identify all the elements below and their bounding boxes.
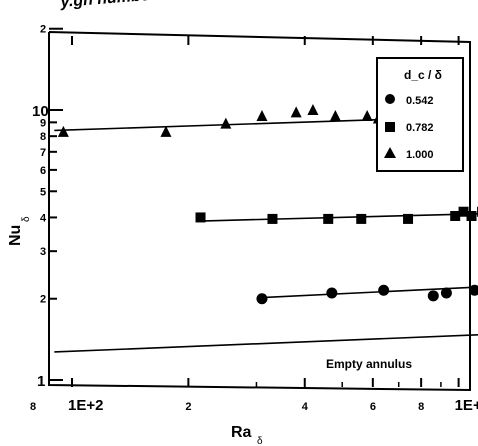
legend-entry-0782: 0.782 xyxy=(406,122,434,134)
data-point-triangle xyxy=(57,125,69,137)
y-tick-label: 3 xyxy=(40,246,46,258)
legend-entry-0542: 0.542 xyxy=(406,95,434,107)
data-point-square xyxy=(323,213,334,224)
legend-marker-square xyxy=(385,122,395,132)
x-tick-label: 8 xyxy=(30,401,36,413)
data-point-triangle xyxy=(160,125,172,137)
y-tick-label: 5 xyxy=(40,186,46,198)
data-point-circle xyxy=(256,293,268,305)
y-tick-label: 8 xyxy=(40,131,46,143)
y-tick-label: 6 xyxy=(40,165,46,177)
x-tick-label: 4 xyxy=(302,401,309,413)
data-point-square xyxy=(466,210,477,221)
y-tick-label: 4 xyxy=(40,212,47,224)
data-point-triangle xyxy=(290,106,302,118)
data-point-triangle xyxy=(329,110,341,122)
data-point-square xyxy=(267,213,278,224)
y-tick-label: 2 xyxy=(40,294,46,306)
data-point-circle xyxy=(378,284,390,296)
data-point-triangle xyxy=(307,104,319,115)
data-point-square xyxy=(458,206,469,217)
empty-annulus-annotation: Empty annulus xyxy=(326,357,412,371)
data-point-circle xyxy=(440,287,452,299)
y-tick-label: 10 xyxy=(32,103,49,120)
x-tick-label: 1E+3 xyxy=(455,397,478,414)
fit-line-0-782 xyxy=(200,213,478,222)
legend-marker-triangle xyxy=(384,147,396,158)
data-point-triangle xyxy=(220,117,232,129)
legend-entry-1000: 1.000 xyxy=(406,149,434,161)
data-point-triangle xyxy=(361,110,373,122)
data-point-triangle xyxy=(256,110,268,122)
legend-title: d_c / δ xyxy=(404,68,442,82)
x-tick-label: 2 xyxy=(185,401,191,413)
data-point-square xyxy=(195,212,206,223)
legend: d_c / δ 0.542 0.782 1.000 xyxy=(376,57,464,172)
y-axis-label-subscript: δ xyxy=(21,216,32,222)
axes-box xyxy=(48,31,471,392)
x-tick-label: 1E+2 xyxy=(68,397,103,414)
legend-marker-circle xyxy=(385,94,395,104)
data-point-square xyxy=(403,213,414,224)
data-point-square xyxy=(356,213,367,224)
fit-line-empty-annulus xyxy=(54,334,478,353)
data-points xyxy=(57,104,478,305)
data-point-circle xyxy=(427,290,439,302)
data-point-square xyxy=(450,210,461,221)
y-tick-label: 1 xyxy=(37,373,45,390)
plot-frame xyxy=(48,31,471,392)
data-point-circle xyxy=(469,284,478,296)
y-axis-label: Nu xyxy=(7,225,24,246)
x-tick-label: 8 xyxy=(418,401,424,413)
fit-line-1-000 xyxy=(54,117,413,132)
x-tick-label: 6 xyxy=(370,401,376,413)
y-tick-label: 2 xyxy=(40,24,46,36)
x-axis-label-subscript: δ xyxy=(257,436,263,446)
data-point-circle xyxy=(326,287,338,299)
x-axis-label: Ra xyxy=(231,424,252,441)
y-tick-label: 7 xyxy=(40,147,46,159)
y-tick-label: 9 xyxy=(40,117,46,129)
